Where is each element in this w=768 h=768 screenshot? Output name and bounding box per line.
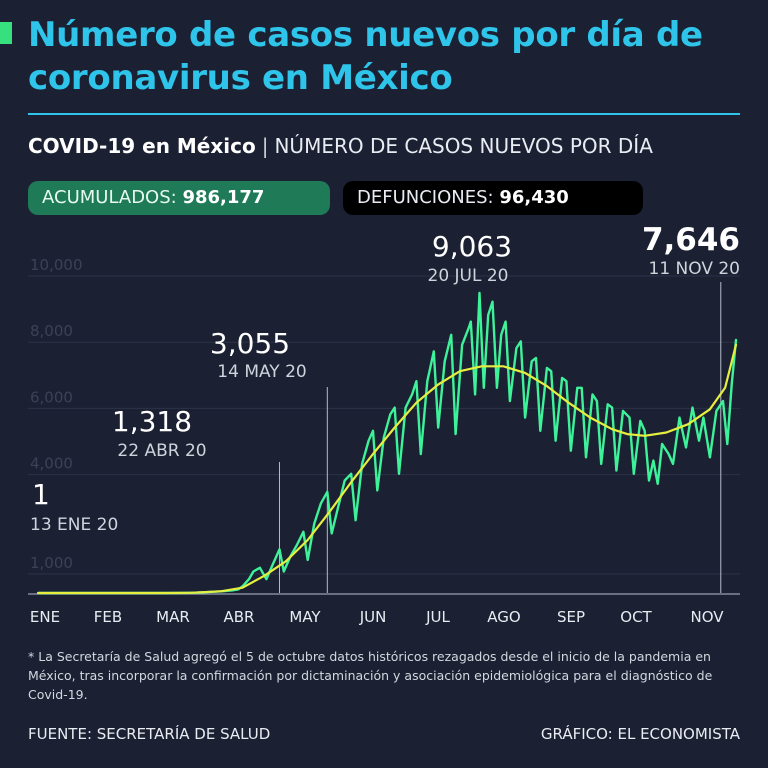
y-tick-label: 4,000 xyxy=(30,455,73,473)
source-credit: FUENTE: SECRETARÍA DE SALUD xyxy=(28,725,271,743)
daily-cases-line xyxy=(37,291,738,595)
title-accent-bar xyxy=(0,22,12,44)
x-tick-label: ENE xyxy=(30,608,60,626)
subtitle-separator: | xyxy=(261,134,269,158)
annotation-value: 1 xyxy=(32,478,50,511)
annotation-date: 20 JUL 20 xyxy=(428,266,509,286)
accumulated-value: 986,177 xyxy=(182,187,265,208)
graphic-credit: GRÁFICO: EL ECONOMISTA xyxy=(540,725,740,743)
annotation-date: 13 ENE 20 xyxy=(30,515,118,535)
x-tick-label: AGO xyxy=(487,608,520,626)
x-tick-label: OCT xyxy=(620,608,652,626)
deaths-value: 96,430 xyxy=(499,187,569,208)
deaths-badge: DEFUNCIONES: 96,430 xyxy=(343,181,643,215)
y-tick-label: 10,000 xyxy=(30,256,83,274)
page-title: Número de casos nuevos por día de corona… xyxy=(28,15,703,98)
average-line xyxy=(37,343,738,595)
annotation-date: 14 MAY 20 xyxy=(217,362,306,382)
x-tick-label: MAY xyxy=(289,608,321,626)
annotation-value: 9,063 xyxy=(432,230,512,263)
accumulated-label: ACUMULADOS: xyxy=(42,187,177,208)
subtitle: COVID-19 en México | NÚMERO DE CASOS NUEVO… xyxy=(28,134,653,158)
x-tick-label: MAR xyxy=(156,608,190,626)
annotation-value: 1,318 xyxy=(112,405,192,438)
subtitle-bold: COVID-19 en México xyxy=(28,134,256,158)
x-tick-label: JUL xyxy=(425,608,450,626)
annotation-date: 22 ABR 20 xyxy=(117,441,206,461)
x-tick-label: ABR xyxy=(224,608,255,626)
footnote: * La Secretaría de Salud agregó el 5 de … xyxy=(28,649,713,702)
deaths-label: DEFUNCIONES: xyxy=(357,187,494,208)
y-tick-label: 1,000 xyxy=(30,554,73,572)
y-tick-label: 6,000 xyxy=(30,388,73,406)
cases-chart: 1,000 4,000 6,000 8,000 10,000 ENE FEB MAR ABR MA… xyxy=(28,222,741,626)
y-tick-label: 8,000 xyxy=(30,322,73,340)
x-tick-label: NOV xyxy=(690,608,724,626)
x-tick-label: FEB xyxy=(94,608,122,626)
title-divider xyxy=(28,113,740,115)
x-tick-label: SEP xyxy=(557,608,585,626)
accumulated-badge: ACUMULADOS: 986,177 xyxy=(28,181,330,215)
subtitle-text: NÚMERO DE CASOS NUEVOS POR DÍA xyxy=(274,134,653,158)
annotation-value: 7,646 xyxy=(642,222,740,258)
annotation-value: 3,055 xyxy=(210,327,290,360)
annotation-date: 11 NOV 20 xyxy=(649,259,741,279)
x-tick-label: JUN xyxy=(359,608,387,626)
